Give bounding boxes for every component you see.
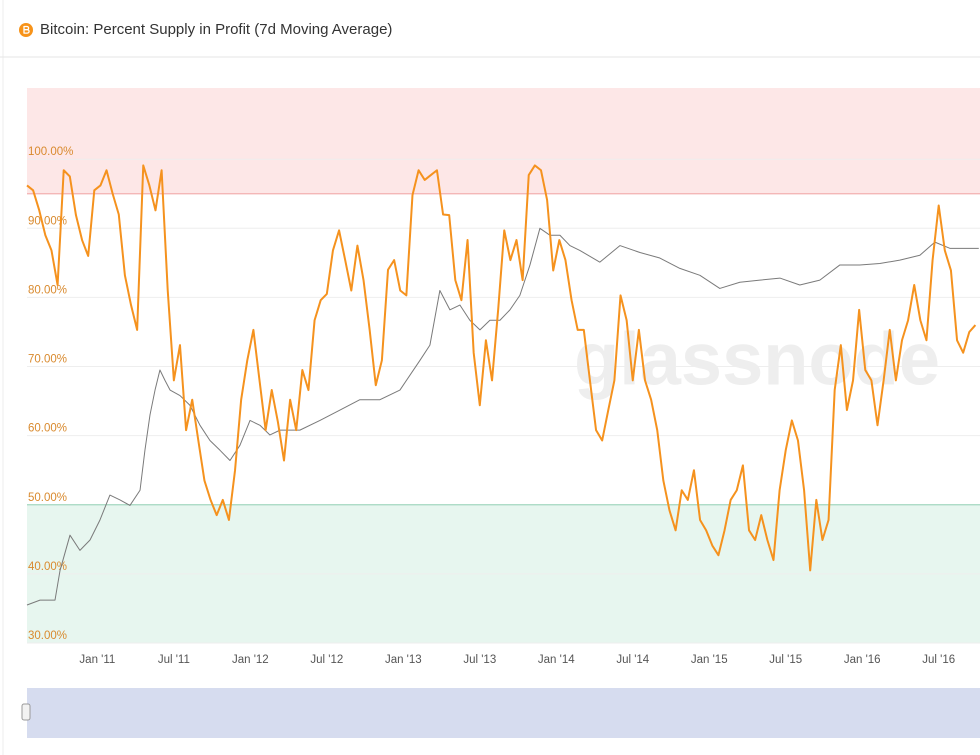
x-tick-label: Jan '16 — [844, 654, 881, 666]
x-tick-label: Jul '15 — [769, 654, 802, 666]
y-tick-label: 70.00% — [28, 354, 67, 366]
x-tick-label: Jul '12 — [310, 654, 343, 666]
icon-glyph — [23, 25, 30, 34]
x-tick-label: Jul '13 — [463, 654, 496, 666]
x-tick-label: Jan '13 — [385, 654, 422, 666]
navigator-handle[interactable] — [21, 703, 31, 721]
x-tick-label: Jan '11 — [79, 654, 115, 666]
upper-band — [27, 88, 980, 194]
plot-area: glassnode 30.00% 40.00% 50.00% 60.00% 70.00% 8… — [26, 88, 980, 666]
series-line — [26, 164, 977, 572]
y-tick-label: 30.00% — [28, 630, 67, 642]
x-tick-label: Jan '14 — [538, 654, 575, 666]
y-tick-label: 80.00% — [28, 284, 67, 296]
y-tick-label: 50.00% — [28, 492, 67, 504]
series-line — [26, 227, 979, 606]
x-tick-label: Jan '12 — [232, 654, 269, 666]
y-tick-label: 60.00% — [28, 423, 67, 435]
y-tick-label: 90.00% — [28, 215, 67, 227]
x-tick-label: Jul '11 — [158, 654, 190, 666]
y-tick-label: 100.00% — [28, 146, 73, 158]
x-tick-label: Jan '15 — [691, 654, 728, 666]
y-tick-label: 40.00% — [28, 561, 67, 573]
chart-title: Bitcoin: Percent Supply in Profit (7d Mo… — [40, 21, 392, 38]
watermark: glassnode — [574, 318, 940, 401]
navigator[interactable] — [27, 688, 980, 738]
x-tick-label: Jul '14 — [616, 654, 649, 666]
x-tick-label: Jul '16 — [922, 654, 955, 666]
bitcoin-icon — [19, 23, 33, 37]
